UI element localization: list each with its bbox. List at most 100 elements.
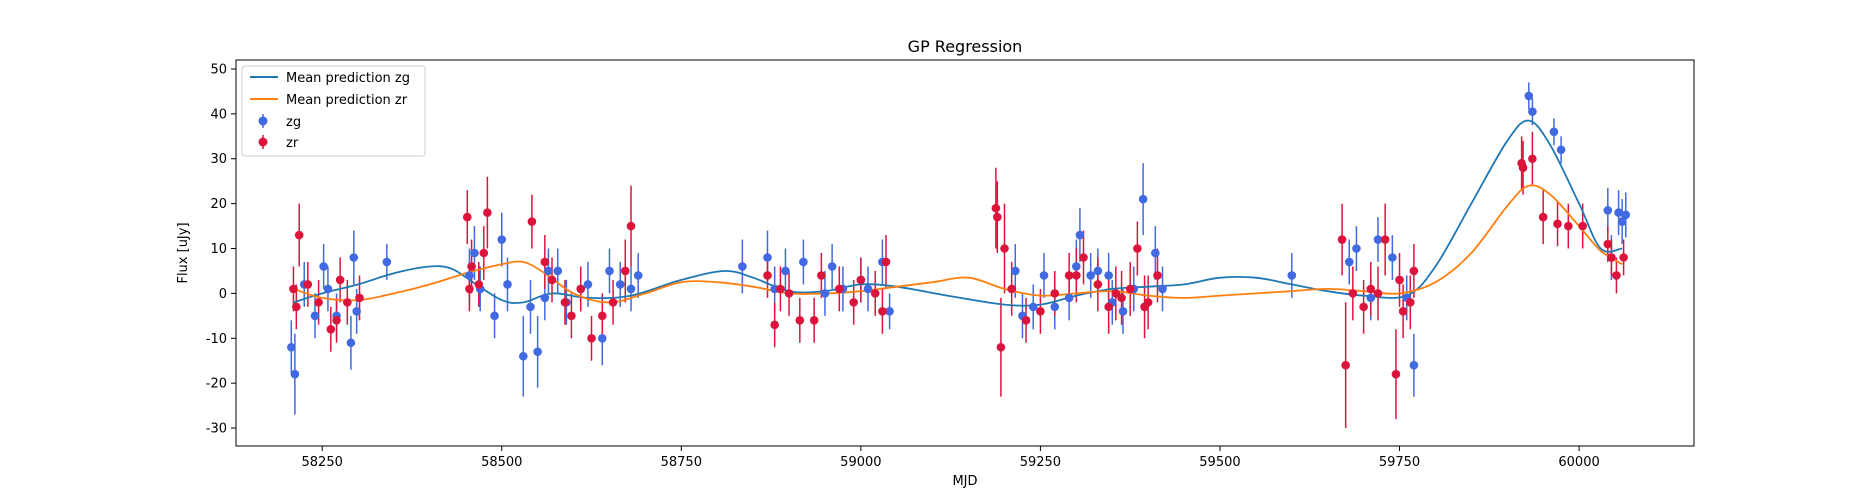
zg-point	[382, 257, 392, 267]
zg-point	[1064, 293, 1074, 303]
zg-point	[820, 289, 830, 298]
zr-point	[1564, 221, 1573, 231]
x-tick-label: 59000	[840, 455, 881, 470]
zr-point	[1133, 244, 1142, 253]
zr-point	[335, 275, 345, 285]
zg-point	[540, 293, 550, 303]
zg-point	[544, 266, 553, 276]
zr-point	[993, 212, 1002, 222]
zg-point	[518, 351, 528, 361]
zg-point	[310, 311, 320, 321]
zr-point	[294, 230, 304, 240]
plot-area-frame	[235, 59, 1695, 447]
zr-point	[1064, 271, 1074, 280]
zr-point	[1359, 302, 1368, 312]
zr-point	[608, 298, 618, 307]
zg-point	[827, 262, 837, 271]
zr-point	[597, 311, 607, 321]
zg-point	[1603, 206, 1613, 215]
zr-point	[303, 280, 313, 289]
zr-point	[1398, 307, 1408, 316]
zg-point	[885, 307, 894, 316]
zg-point	[633, 271, 643, 280]
x-tick-label: 59250	[1020, 455, 1061, 470]
y-tick-label: 0	[219, 287, 227, 302]
zr-point	[626, 221, 636, 231]
zr-point	[1000, 244, 1009, 253]
x-axis-title: MJD	[952, 474, 977, 489]
zr-point	[776, 284, 785, 294]
zg-point	[470, 248, 479, 258]
zg-point	[1409, 360, 1419, 370]
zr-point	[1079, 253, 1088, 262]
x-tick-label: 60000	[1558, 455, 1599, 470]
zg-point	[1366, 293, 1376, 303]
zr-point	[343, 298, 352, 307]
zr-point	[576, 284, 586, 294]
y-tick-label: -20	[206, 377, 227, 392]
zr-point	[1578, 221, 1587, 231]
zr-point	[292, 302, 301, 312]
mean-prediction-zr-line	[293, 184, 1623, 304]
zr-point	[1348, 289, 1358, 298]
zr-point	[1395, 275, 1404, 285]
legend-box	[241, 65, 426, 157]
zr-point	[1366, 284, 1376, 294]
zg-point	[1556, 145, 1566, 155]
x-tick-label: 58500	[481, 455, 522, 470]
y-tick-label: 50	[210, 62, 227, 77]
y-tick-label: 20	[210, 197, 227, 212]
zg-point	[1118, 307, 1128, 316]
zr-point	[1143, 298, 1153, 307]
y-tick-label: 40	[210, 107, 227, 122]
zr-point	[770, 320, 779, 330]
zr-point	[1406, 298, 1415, 307]
zg-point	[1072, 262, 1081, 271]
mean-line-layer	[293, 119, 1623, 307]
zg-point	[497, 235, 507, 244]
zr-point	[1050, 289, 1060, 298]
zg-point	[1039, 271, 1049, 280]
zg-point	[1344, 257, 1354, 267]
y-tick-label: -10	[206, 332, 227, 347]
zg-point	[863, 284, 873, 294]
zr-point	[326, 325, 336, 334]
zg-point	[1524, 91, 1534, 101]
zg-point	[349, 253, 359, 262]
y-tick-label: 10	[210, 242, 227, 257]
zr-point	[1341, 360, 1350, 370]
zg-point	[583, 280, 593, 289]
y-tick-label: 30	[210, 152, 227, 167]
zr-point	[620, 266, 630, 276]
zr-point	[881, 257, 891, 267]
mean-prediction-zg-line	[293, 119, 1623, 307]
zg-point	[799, 257, 808, 267]
zg-point	[526, 302, 535, 312]
zg-point	[615, 280, 625, 289]
zg-point	[346, 338, 356, 348]
zg-point	[533, 347, 542, 357]
zr-point	[547, 275, 557, 285]
legend-swatch-zr-marker	[258, 137, 268, 147]
zr-point	[479, 248, 489, 258]
zg-point	[352, 307, 361, 316]
zg-point	[1617, 217, 1627, 226]
legend-label-zg: zg	[286, 115, 301, 130]
zr-point	[483, 208, 492, 217]
zr-point	[462, 212, 472, 222]
legend-label-mean-zg: Mean prediction zg	[286, 71, 410, 86]
zr-point	[289, 284, 298, 294]
zg-point	[490, 311, 499, 321]
x-tick-label: 59750	[1379, 455, 1420, 470]
zg-point	[1086, 271, 1095, 280]
zr-point	[1007, 284, 1016, 294]
zg-point	[1050, 302, 1060, 312]
zr-point	[1036, 307, 1045, 316]
zr-point	[784, 289, 794, 298]
zg-point	[1388, 253, 1397, 262]
y-axis-title: Flux [uJy]	[176, 222, 191, 283]
zg-point	[763, 253, 772, 262]
zg-point	[290, 369, 300, 379]
zg-point	[319, 262, 328, 271]
